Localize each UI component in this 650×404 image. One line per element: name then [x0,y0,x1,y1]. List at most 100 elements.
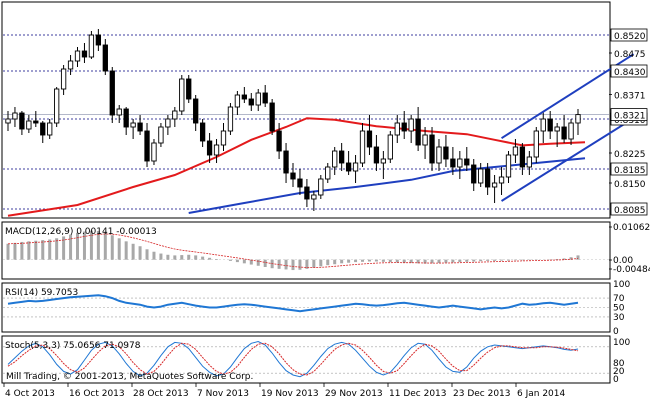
candle-bull [54,88,60,124]
candle-bull [220,130,227,146]
candle-bull [380,158,387,164]
trend-channel-line [501,117,635,202]
candle-bull [394,122,400,136]
candle-bull [478,168,484,184]
candle-bull [318,178,324,196]
price-tag-label: 0.8310 [614,116,646,126]
candle-bull [352,162,359,172]
candle-bear [248,98,254,106]
candle-bull [12,112,18,120]
candle-bull [505,154,512,178]
candle-bear [443,146,449,160]
candle-bull [88,34,95,58]
candle-bear [290,172,296,180]
candle-bull [74,50,81,62]
current-price-tag-label: 0.8321 [614,112,646,122]
candle-bear [373,146,380,164]
candle-bear [519,146,526,168]
rsi-axis-label: 70 [613,294,625,304]
candle-bull [332,150,338,168]
candle-bull [311,194,317,200]
x-axis-label: 4 Oct 2013 [5,389,55,399]
candle-bear [450,158,456,168]
x-axis-label: 11 Dec 2013 [389,389,447,399]
price-panel[interactable] [1,1,611,219]
candle-bear [123,108,129,128]
candle-bull [165,118,171,128]
price-tag-label: 0.8520 [614,32,646,42]
price-axis-label: 0.8225 [614,150,646,160]
macd-axis-label: 0.01062 [613,223,650,233]
candle-bull [359,130,366,164]
candle-bear [366,130,373,148]
candle-bear [33,120,39,124]
price-axis-label: 0.8475 [614,50,646,60]
candle-bear [206,140,213,156]
moving-average-line [7,117,586,217]
stochastic-panel[interactable] [1,335,611,384]
candle-bear [40,122,46,136]
price-tag-box [610,64,648,78]
rsi-panel[interactable] [1,282,611,333]
candle-bear [95,34,102,46]
candle-bear [109,70,115,116]
rsi-axis-label: 100 [613,280,630,290]
candle-bear [464,158,470,166]
candle-bear [345,162,352,172]
candle-bear [137,122,143,132]
stochastic-axis-label: 0 [613,375,619,385]
candle-bull [179,78,185,112]
candle-bull [526,156,532,168]
candle-bear [484,168,491,188]
price-tag-label: 0.8430 [614,68,646,78]
candle-bull [47,122,53,136]
x-axis-label: 19 Nov 2013 [261,389,319,399]
rsi-label: RSI(14) 59.7053 [5,288,78,298]
candle-bear [102,44,108,72]
stochastic-main-line [7,340,579,378]
candle-bear [144,130,150,162]
candle-bear [193,98,199,124]
price-tag-box [610,162,648,176]
candle-bear [241,94,247,100]
candle-bear [19,112,25,130]
stochastic-label: Stoch(5,3,3) 75.0656 71.0978 [5,341,141,351]
candle-bull [255,92,261,106]
price-tag-box [610,28,648,42]
x-axis-label: 7 Nov 2013 [197,389,249,399]
candle-bull [491,182,498,188]
candle-bull [540,118,546,132]
candle-bull [575,114,581,124]
stochastic-axis-label: 20 [613,367,625,377]
candle-bull [436,146,442,164]
candle-bull [387,134,393,160]
candle-bull [498,176,505,184]
copyright-text: Mill Trading, © 2001-2013, MetaQuotes So… [6,372,253,382]
candle-bull [172,110,178,120]
candle-bull [5,118,11,124]
x-axis-label: 23 Dec 2013 [453,389,511,399]
candle-bull [533,130,539,158]
candle-bull [67,60,74,70]
candle-bull [213,144,220,156]
macd-panel[interactable] [1,221,611,280]
macd-label: MACD(12,26,9) 0.00141 -0.00013 [5,227,157,237]
candle-bull [116,108,122,116]
candle-bear [199,122,206,142]
candle-bear [304,186,310,200]
candle-bull [422,134,428,146]
candle-bull [408,118,414,132]
candle-bull [325,166,331,180]
stochastic-signal-line [7,342,579,376]
macd-signal-line [7,233,579,268]
candle-bull [234,94,241,108]
price-axis-label: 0.8371 [614,92,646,102]
current-price-tag-box [610,108,648,121]
macd-axis-label: -0.00484 [613,265,650,275]
stochastic-axis-label: 100 [613,338,630,348]
candle-bear [186,78,192,100]
rsi-axis-label: 0 [613,327,619,337]
candle-bear [561,126,567,140]
